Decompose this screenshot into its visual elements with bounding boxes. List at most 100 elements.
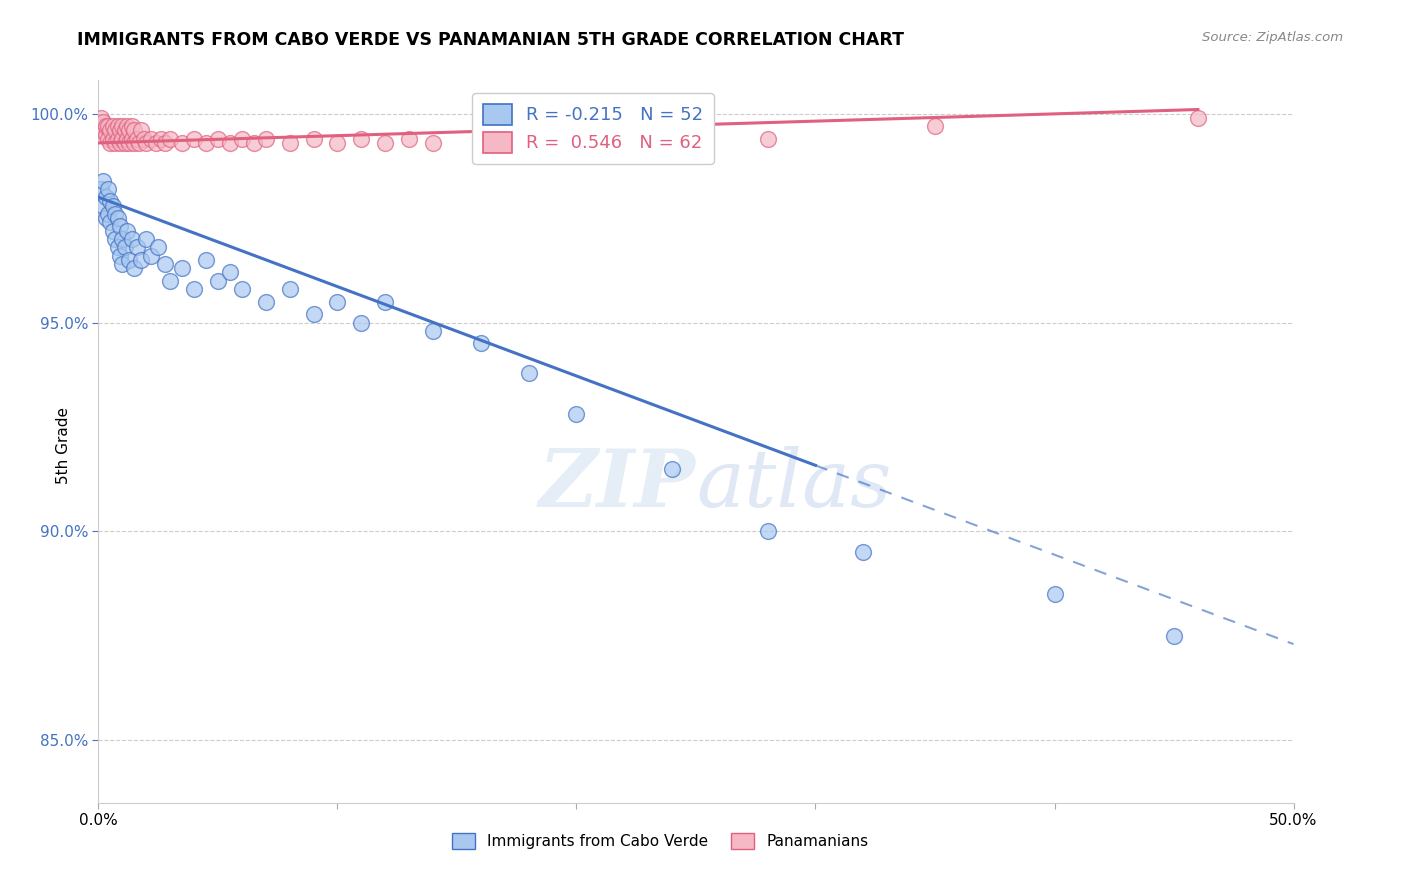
Point xyxy=(159,132,181,146)
Point xyxy=(924,120,946,134)
Point xyxy=(98,194,122,209)
Point xyxy=(517,366,540,380)
Point xyxy=(326,294,349,309)
Point xyxy=(118,123,141,137)
Point xyxy=(374,294,396,309)
Point xyxy=(94,120,117,134)
Point xyxy=(97,132,120,146)
Point xyxy=(219,265,242,279)
Point xyxy=(132,132,155,146)
Point xyxy=(101,120,124,134)
Point xyxy=(398,132,420,146)
Point xyxy=(172,261,194,276)
Point xyxy=(243,136,266,150)
Point xyxy=(121,232,143,246)
Point xyxy=(114,240,136,254)
Point xyxy=(104,207,127,221)
Point xyxy=(121,132,143,146)
Point xyxy=(139,249,162,263)
Point xyxy=(302,132,325,146)
Point xyxy=(155,257,177,271)
Point xyxy=(108,249,131,263)
Point xyxy=(97,207,120,221)
Point xyxy=(104,136,127,150)
Point xyxy=(121,120,143,134)
Point xyxy=(326,136,349,150)
Point xyxy=(124,123,146,137)
Point xyxy=(254,294,277,309)
Point xyxy=(124,136,146,150)
Point xyxy=(114,123,136,137)
Text: IMMIGRANTS FROM CABO VERDE VS PANAMANIAN 5TH GRADE CORRELATION CHART: IMMIGRANTS FROM CABO VERDE VS PANAMANIAN… xyxy=(77,31,904,49)
Point xyxy=(108,136,131,150)
Point xyxy=(101,198,124,212)
Point xyxy=(125,132,148,146)
Point xyxy=(104,232,127,246)
Point xyxy=(128,136,150,150)
Point xyxy=(104,123,127,137)
Point xyxy=(207,132,229,146)
Point xyxy=(98,123,122,137)
Point xyxy=(108,123,131,137)
Point xyxy=(101,224,124,238)
Point xyxy=(111,257,134,271)
Point xyxy=(231,132,253,146)
Text: Source: ZipAtlas.com: Source: ZipAtlas.com xyxy=(1202,31,1343,45)
Point xyxy=(756,524,779,539)
Point xyxy=(145,136,167,150)
Point xyxy=(91,123,114,137)
Point xyxy=(470,132,492,146)
Point xyxy=(195,252,218,267)
Point xyxy=(101,132,124,146)
Point xyxy=(115,132,138,146)
Point xyxy=(661,461,683,475)
Point xyxy=(756,132,779,146)
Point xyxy=(98,136,122,150)
Point xyxy=(183,282,205,296)
Point xyxy=(90,111,112,125)
Point xyxy=(219,136,242,150)
Point xyxy=(108,219,131,234)
Text: atlas: atlas xyxy=(696,446,891,524)
Point xyxy=(90,120,112,134)
Point xyxy=(148,240,170,254)
Point xyxy=(565,408,588,422)
Point xyxy=(131,123,153,137)
Point xyxy=(91,198,114,212)
Point xyxy=(111,232,134,246)
Point xyxy=(91,115,114,129)
Point xyxy=(183,132,205,146)
Point xyxy=(125,240,148,254)
Text: 5th Grade: 5th Grade xyxy=(56,408,70,484)
Point xyxy=(195,136,218,150)
Point xyxy=(1043,587,1066,601)
Point xyxy=(231,282,253,296)
Point xyxy=(374,136,396,150)
Point xyxy=(94,211,117,226)
Point xyxy=(107,240,129,254)
Point xyxy=(114,136,136,150)
Point xyxy=(350,132,373,146)
Point xyxy=(118,136,141,150)
Point xyxy=(107,132,129,146)
Point xyxy=(350,316,373,330)
Point xyxy=(124,261,146,276)
Point xyxy=(278,136,301,150)
Point xyxy=(111,132,134,146)
Point xyxy=(107,120,129,134)
Point xyxy=(135,136,157,150)
Point xyxy=(139,132,162,146)
Point xyxy=(1187,111,1209,125)
Point xyxy=(159,274,181,288)
Point xyxy=(517,136,540,150)
Point xyxy=(155,136,177,150)
Point xyxy=(207,274,229,288)
Point xyxy=(98,215,122,229)
Point xyxy=(111,120,134,134)
Point xyxy=(97,182,120,196)
Point xyxy=(470,336,492,351)
Point xyxy=(118,252,141,267)
Point xyxy=(135,232,157,246)
Point xyxy=(90,182,112,196)
Point xyxy=(278,282,301,296)
